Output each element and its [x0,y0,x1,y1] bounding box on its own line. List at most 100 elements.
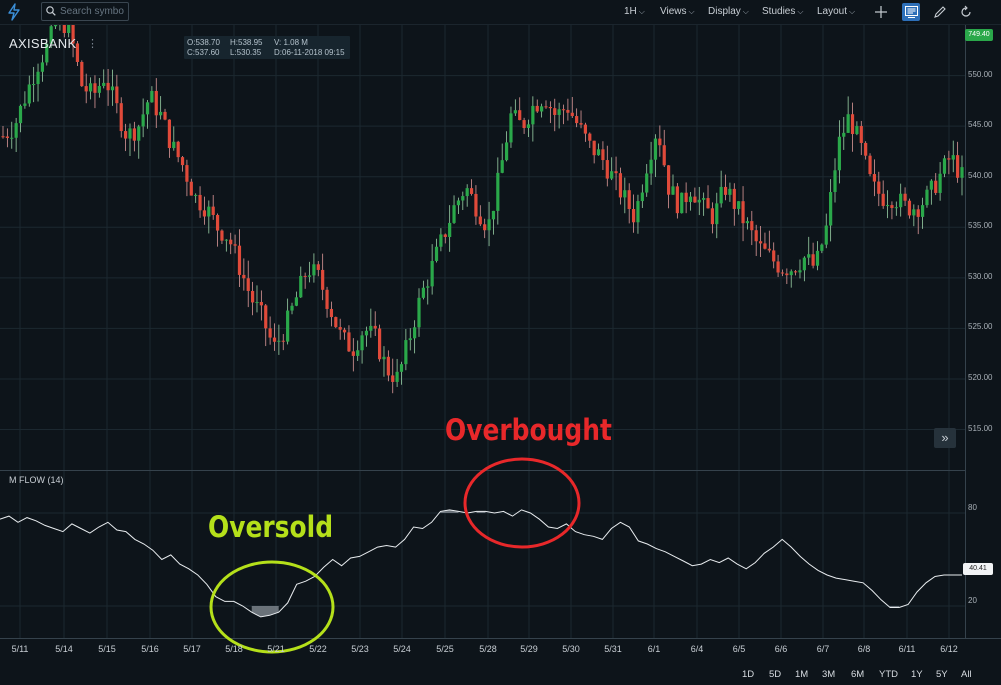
date-tick-label: 6/5 [732,644,746,654]
candle-body [785,273,789,276]
last-price-badge: 749.40 [965,29,993,41]
candle-body [745,221,750,224]
candle-body [592,140,596,156]
price-tick-label: 515.00 [968,423,993,433]
candle-body [872,174,877,182]
symbol-options-icon[interactable]: ⋮ [87,38,98,50]
candle-body [956,155,960,178]
candle-body [194,194,198,196]
chart-book-icon[interactable] [902,3,920,21]
expand-chevrons-icon[interactable]: » [934,428,956,448]
candle-body [579,123,583,125]
candle-body [277,340,281,342]
candle-body [36,71,40,85]
candle-body [413,327,417,339]
candle-body [741,201,745,224]
candle-body [242,274,246,279]
range-1y[interactable]: 1Y [911,669,923,680]
candle-body [268,328,272,338]
candle-body [364,330,369,336]
candle-body [653,138,658,160]
candle-body [750,221,754,231]
mfi-tick-80: 80 [968,503,977,512]
range-3m[interactable]: 3M [822,669,836,680]
range-5y[interactable]: 5Y [936,669,948,680]
candle-body [496,172,500,211]
candle-body [404,340,408,365]
candle-body [286,310,290,342]
symbol-search[interactable] [41,2,129,21]
candle-body [855,126,859,135]
range-6m[interactable]: 6M [851,669,865,680]
candle-body [434,246,439,261]
candle-body [159,111,163,116]
candle-body [504,142,509,161]
indicator-label[interactable]: M FLOW (14) [9,475,64,485]
candle-body [833,170,837,193]
oversold-circle [209,560,335,654]
candle-body [264,305,268,329]
candle-body [128,128,132,139]
candle-body [399,364,404,372]
range-1m[interactable]: 1M [795,669,809,680]
candle-body [347,332,351,352]
candle-body [185,165,189,182]
search-input[interactable] [56,6,124,17]
candle-body [382,356,386,360]
candle-body [938,173,942,193]
pencil-icon[interactable] [931,3,949,21]
interval-menu[interactable]: 1H ⌵ [624,6,645,17]
candle-body [386,356,390,376]
legend-volume: V: 1.08 M [274,38,308,47]
candle-body [198,194,202,211]
candle-body [763,243,767,249]
legend-low: L:530.35 [230,48,262,57]
candle-body [820,244,824,251]
candle-body [119,103,123,132]
display-menu[interactable]: Display ⌵ [708,6,749,17]
candle-body [163,111,167,120]
candle-body [251,290,255,303]
candle-body [452,205,456,223]
candle-body [132,128,136,141]
candle-body [483,224,487,231]
views-menu[interactable]: Views ⌵ [660,6,695,17]
candle-body [675,186,679,214]
date-tick-label: 5/30 [562,644,580,654]
candle-body [614,171,618,174]
candle-body [255,302,259,304]
layout-menu[interactable]: Layout ⌵ [817,6,855,17]
price-tick-label: 540.00 [968,170,993,180]
candle-body [478,216,482,225]
candle-body [811,254,815,266]
oversold-fill [251,606,279,617]
candle-body [220,230,224,241]
candle-body [299,275,303,298]
candle-body [544,106,548,108]
range-5d[interactable]: 5D [769,669,782,680]
candle-body [88,83,93,92]
candle-body [623,190,627,198]
candle-body [465,188,469,197]
price-tick-label: 550.00 [968,69,993,79]
range-1d[interactable]: 1D [742,669,755,680]
date-tick-label: 5/18 [225,644,243,654]
candle-body [351,351,355,356]
date-tick-label: 5/28 [479,644,497,654]
chevron-down-icon: ⌵ [742,7,749,16]
candle-body [469,188,474,194]
range-ytd[interactable]: YTD [879,669,898,680]
range-all[interactable]: All [961,669,972,680]
candle-body [846,114,850,133]
refresh-icon[interactable] [957,3,975,21]
legend-open: O:538.70 [187,38,220,47]
candle-body [5,136,9,139]
candle-body [439,234,443,247]
lightning-icon[interactable] [6,3,22,21]
candle-body [391,375,395,382]
studies-menu[interactable]: Studies ⌵ [762,6,803,17]
plus-icon[interactable] [872,3,890,21]
candle-body [259,302,263,306]
candle-body [907,200,912,216]
